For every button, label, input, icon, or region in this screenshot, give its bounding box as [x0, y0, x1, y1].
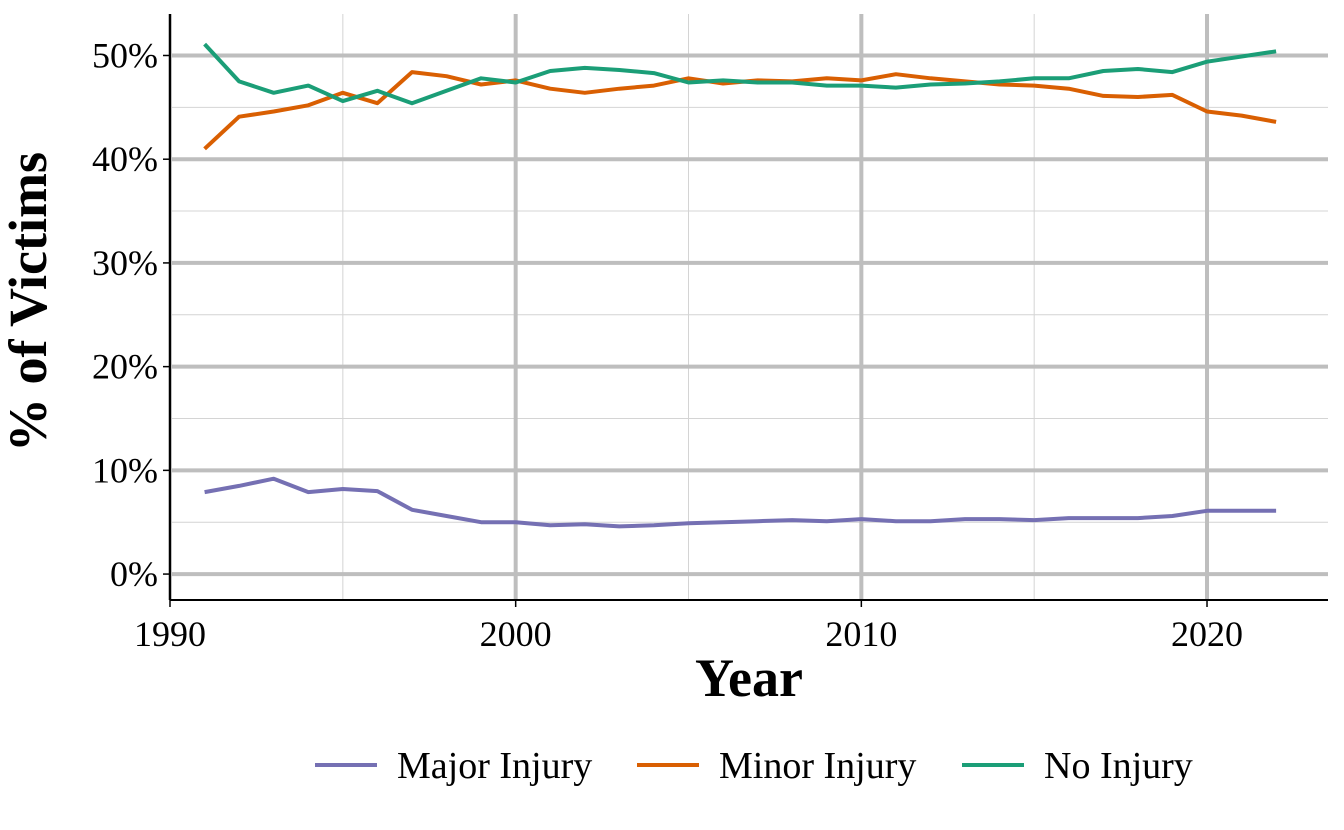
axes [169, 14, 1328, 601]
legend-label: No Injury [1044, 745, 1193, 787]
x-tick-label: 2000 [480, 614, 552, 654]
legend-label: Minor Injury [719, 745, 916, 787]
y-tick-label: 30% [92, 243, 158, 283]
x-tick-label: 2020 [1171, 614, 1243, 654]
y-tick-label: 50% [92, 35, 158, 75]
y-tick-label: 40% [92, 139, 158, 179]
axis-ticks: 1990 2000 2010 2020 0% 10% 20% 30% 40% 50% [92, 35, 1243, 654]
legend-label: Major Injury [397, 745, 592, 787]
series-line-major-injury [204, 476, 1277, 529]
series-line-minor-injury [203, 70, 1277, 151]
minor-gridlines [170, 14, 1328, 600]
legend: Major Injury Minor Injury No Injury [315, 745, 1193, 787]
y-tick-label: 20% [92, 347, 158, 387]
x-tick-label: 1990 [134, 614, 206, 654]
legend-item-major-injury: Major Injury [315, 745, 592, 787]
series-lines [203, 42, 1277, 529]
legend-item-no-injury: No Injury [962, 745, 1193, 787]
legend-item-minor-injury: Minor Injury [637, 745, 916, 787]
y-tick-label: 0% [110, 554, 158, 594]
series-line-no-injury [203, 42, 1277, 106]
x-axis-title: Year [695, 648, 803, 708]
y-axis-title: % of Victims [0, 152, 58, 452]
x-tick-label: 2010 [825, 614, 897, 654]
y-tick-label: 10% [92, 450, 158, 490]
